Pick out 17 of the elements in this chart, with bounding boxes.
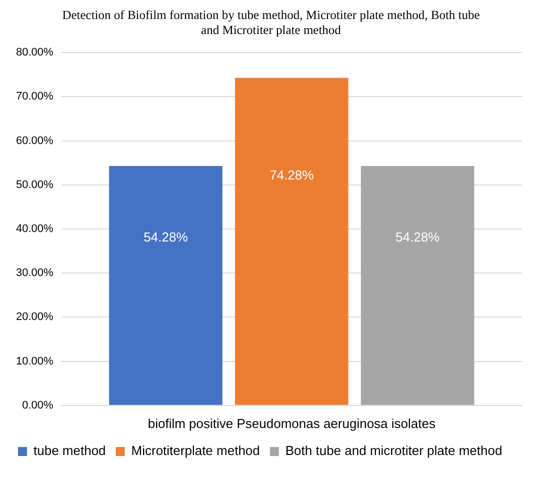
y-tick-label: 50.00% bbox=[16, 178, 54, 191]
legend-label: tube method bbox=[34, 443, 106, 458]
data-label: 74.28% bbox=[270, 168, 314, 183]
y-tick-label: 10.00% bbox=[16, 355, 54, 368]
legend-label: Microtiterplate method bbox=[131, 443, 260, 458]
y-tick-label: 30.00% bbox=[16, 267, 54, 280]
data-label: 54.28% bbox=[144, 229, 188, 244]
y-tick-label: 40.00% bbox=[16, 223, 54, 236]
y-tick-label: 60.00% bbox=[16, 134, 54, 147]
chart-title: Detection of Biofilm formation by tube method, Microtiter plate method, Both tube and Microtiter plate method bbox=[61, 8, 481, 38]
x-tick-label: biofilm positive Pseudomonas aeruginosa isolates bbox=[148, 416, 436, 431]
legend-label: Both tube and microtiter plate method bbox=[285, 443, 502, 458]
y-tick-label: 20.00% bbox=[16, 311, 54, 324]
y-tick-label: 80.00% bbox=[16, 46, 54, 59]
y-tick-label: 70.00% bbox=[16, 90, 54, 103]
y-tick-label: 0.00% bbox=[22, 399, 54, 412]
data-label: 54.28% bbox=[396, 229, 440, 244]
